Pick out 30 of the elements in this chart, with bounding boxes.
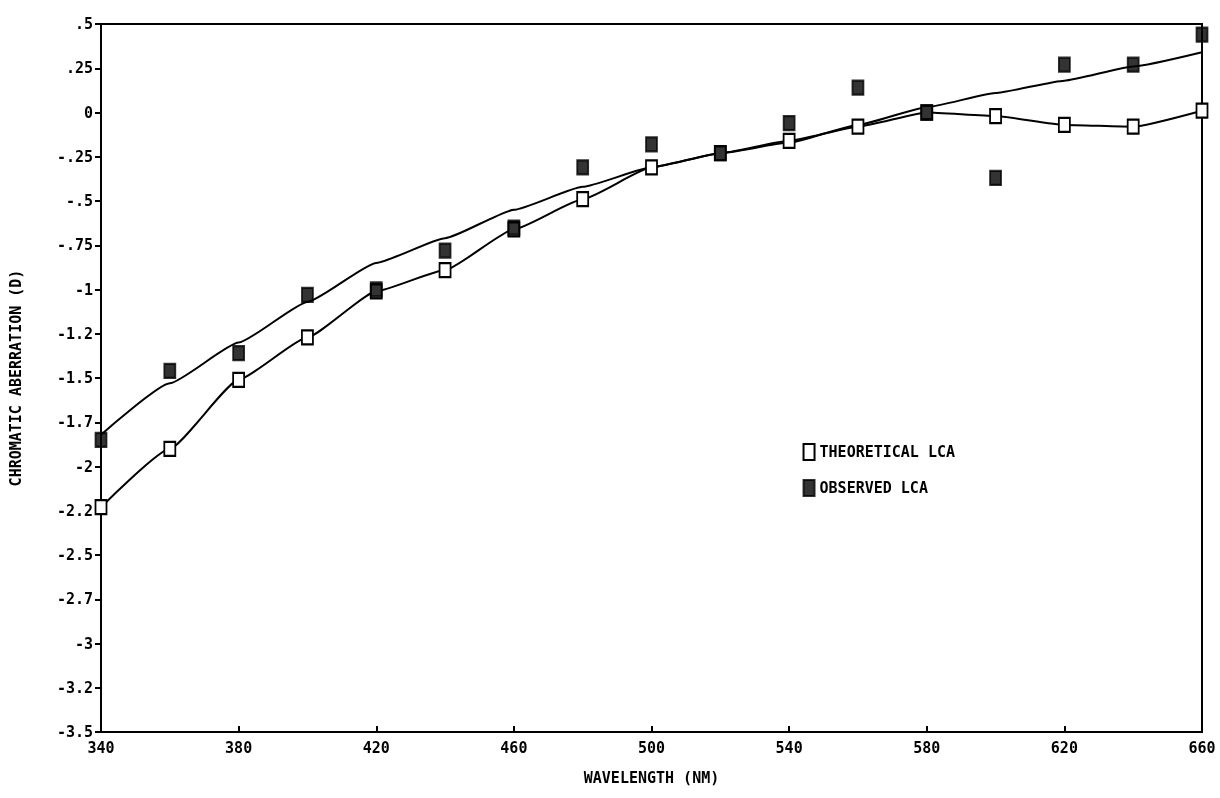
x-tick-label: 660 (1188, 738, 1216, 757)
y-tick-label: -3 (74, 634, 93, 653)
y-tick-label: -1.7 (56, 413, 93, 432)
x-tick-label: 380 (225, 738, 253, 757)
y-tick-label: -3.2 (56, 678, 93, 697)
y-tick-label: -1.2 (56, 324, 93, 343)
y-axis-title: CHROMATIC ABERRATION (D) (6, 269, 25, 487)
y-tick-label: 0 (83, 103, 93, 122)
y-tick-label: -2.5 (56, 546, 93, 564)
y-tick-label: .25 (65, 59, 93, 78)
x-tick-label: 620 (1050, 738, 1078, 757)
x-tick-label: 460 (500, 738, 528, 757)
y-tick-label: -.25 (56, 147, 93, 166)
x-axis-title: WAVELENGTH (NM) (583, 768, 720, 787)
y-tick-label: -2.2 (56, 501, 93, 520)
x-tick-label: 500 (637, 738, 666, 757)
y-tick-label: -2 (74, 457, 93, 476)
y-tick-label: -2.7 (56, 590, 93, 609)
y-tick-label: .5 (74, 15, 93, 33)
legend-label: THEORETICAL LCA (819, 443, 956, 461)
legend-label: OBSERVED LCA (819, 479, 928, 497)
y-tick-label: -.5 (65, 192, 93, 210)
x-tick-label: 420 (362, 738, 390, 757)
x-tick-label: 580 (913, 738, 941, 757)
y-tick-label: -.75 (56, 236, 93, 255)
x-tick-label: 340 (87, 738, 115, 757)
y-tick-label: -3.5 (56, 723, 93, 741)
y-tick-label: -1.5 (56, 369, 93, 387)
x-tick-label: 540 (775, 738, 803, 757)
y-tick-label: -1 (74, 280, 93, 299)
